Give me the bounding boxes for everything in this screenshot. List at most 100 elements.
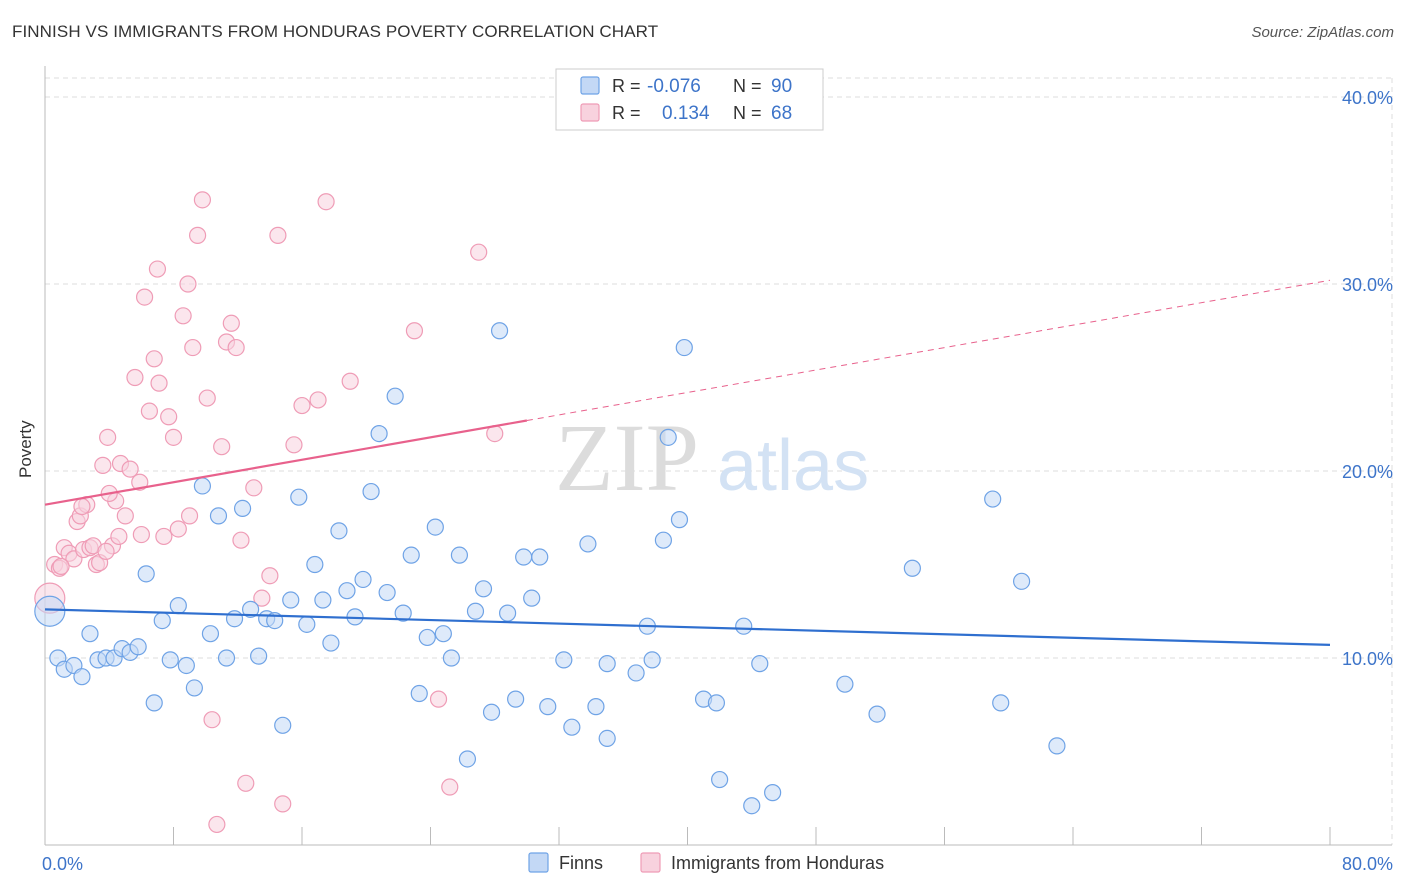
honduras-point bbox=[441, 778, 459, 796]
honduras-point bbox=[203, 711, 221, 729]
finns-point bbox=[499, 604, 517, 622]
finns-point bbox=[193, 477, 212, 495]
finns-point bbox=[161, 651, 179, 669]
finns-point bbox=[290, 488, 308, 506]
legend-n-value-honduras: 68 bbox=[771, 103, 792, 124]
honduras-point bbox=[269, 226, 287, 244]
finns-point bbox=[306, 555, 324, 574]
finns-point bbox=[145, 694, 163, 712]
legend-r-value-finns: -0.076 bbox=[647, 76, 701, 97]
honduras-point bbox=[293, 396, 311, 415]
finns-point bbox=[515, 548, 533, 566]
y-tick-label: 20.0% bbox=[1342, 462, 1393, 482]
finns-point bbox=[707, 694, 726, 712]
trend-lines bbox=[44, 279, 1331, 647]
finns-point bbox=[338, 582, 356, 600]
finns-point bbox=[250, 647, 268, 665]
finns-point bbox=[169, 597, 187, 615]
honduras-point bbox=[184, 338, 202, 357]
finns-point bbox=[129, 638, 147, 656]
finns-point bbox=[177, 656, 195, 675]
legend-n-label-honduras: N = bbox=[733, 103, 762, 123]
finns-point bbox=[466, 602, 485, 620]
bottom-legend-swatch-finns bbox=[528, 852, 549, 873]
bottom-legend-label-honduras: Immigrants from Honduras bbox=[671, 853, 884, 873]
finns-point bbox=[426, 518, 444, 536]
axes bbox=[44, 66, 1392, 846]
finns-point bbox=[322, 634, 340, 652]
honduras-point bbox=[135, 288, 154, 306]
finns-point bbox=[314, 591, 332, 609]
finns-point bbox=[73, 668, 91, 686]
finns-point bbox=[539, 698, 557, 716]
honduras-point bbox=[317, 193, 335, 211]
honduras-point bbox=[160, 408, 178, 426]
legend-r-label-honduras: R = bbox=[612, 103, 641, 123]
finns-point bbox=[442, 649, 460, 667]
finns-point bbox=[659, 428, 677, 446]
honduras-point bbox=[174, 307, 192, 325]
finns-point bbox=[34, 595, 66, 627]
finns-point bbox=[598, 655, 616, 673]
finns-point bbox=[555, 651, 573, 669]
finns-point bbox=[282, 591, 300, 609]
finns-point bbox=[1012, 572, 1031, 590]
finns-point bbox=[370, 425, 388, 443]
finns-point bbox=[670, 511, 689, 529]
honduras-point bbox=[180, 507, 199, 525]
finns-point bbox=[735, 617, 753, 635]
finns-point bbox=[402, 546, 420, 564]
finns-point bbox=[274, 716, 292, 734]
honduras-point bbox=[99, 428, 117, 446]
y-tick-label: 30.0% bbox=[1342, 275, 1393, 295]
honduras-point bbox=[188, 226, 207, 244]
legend-box: R = -0.076 N = 90 R = 0.134 N = 68 bbox=[555, 68, 824, 131]
honduras-point bbox=[193, 191, 212, 209]
honduras-point bbox=[213, 438, 231, 456]
legend-swatch-finns bbox=[580, 76, 600, 95]
honduras-point bbox=[253, 589, 271, 607]
honduras-point bbox=[116, 507, 134, 525]
honduras-point bbox=[155, 527, 173, 546]
finns-point bbox=[579, 535, 597, 553]
finns-point bbox=[330, 522, 348, 540]
honduras-point bbox=[131, 473, 149, 491]
finns-point bbox=[458, 750, 477, 768]
honduras-point bbox=[121, 460, 139, 478]
finns-point bbox=[233, 499, 252, 517]
finns-point bbox=[185, 679, 203, 697]
honduras-trend-extension bbox=[526, 279, 1331, 422]
finns-point bbox=[490, 322, 509, 340]
honduras-point bbox=[470, 243, 488, 261]
honduras-point bbox=[198, 389, 216, 407]
finns-point bbox=[563, 718, 581, 736]
finns-point bbox=[482, 703, 501, 721]
legend-n-label-finns: N = bbox=[733, 76, 762, 96]
honduras-point bbox=[274, 795, 292, 813]
honduras-point bbox=[132, 525, 150, 544]
finns-point bbox=[627, 664, 645, 682]
finns-point bbox=[675, 338, 693, 357]
y-tick-label: 10.0% bbox=[1342, 649, 1393, 669]
finns-point bbox=[836, 675, 854, 693]
x-tick-label-min: 0.0% bbox=[42, 854, 83, 874]
honduras-trend-line bbox=[44, 419, 528, 506]
honduras-point bbox=[145, 350, 163, 368]
grid-lines bbox=[45, 77, 1393, 845]
finns-point bbox=[643, 651, 661, 669]
honduras-point bbox=[232, 531, 250, 549]
finns-trend-line bbox=[44, 608, 1331, 647]
tick-labels: 10.0% 20.0% 30.0% 40.0% 0.0% 80.0% bbox=[42, 88, 1393, 874]
source-credit: Source: ZipAtlas.com bbox=[1251, 24, 1394, 41]
watermark-zip: ZIP bbox=[555, 404, 699, 511]
finns-point bbox=[507, 690, 525, 708]
finns-point bbox=[225, 610, 244, 628]
bottom-legend-label-finns: Finns bbox=[559, 853, 603, 873]
finns-point bbox=[743, 797, 761, 815]
x-tick-label-max: 80.0% bbox=[1342, 854, 1393, 874]
finns-point bbox=[434, 625, 452, 643]
honduras-point bbox=[73, 497, 91, 516]
chart-title: FINNISH VS IMMIGRANTS FROM HONDURAS POVE… bbox=[12, 22, 659, 41]
honduras-point bbox=[169, 520, 187, 538]
